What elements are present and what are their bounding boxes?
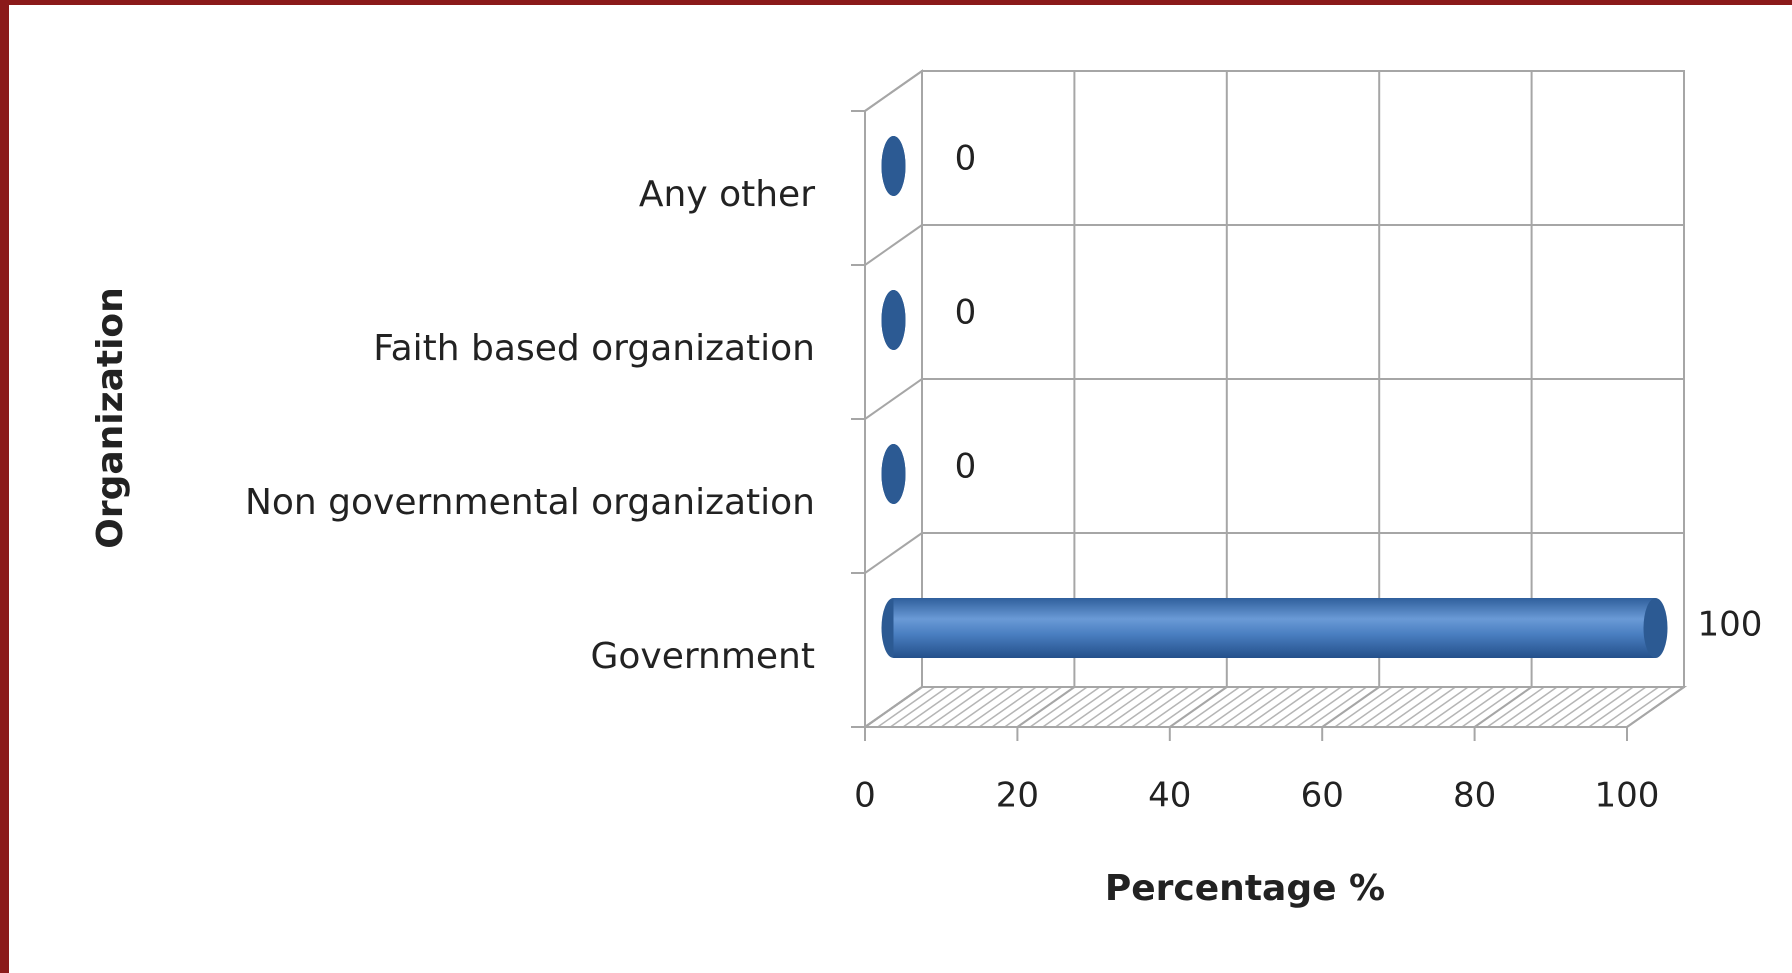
floor-hatch [1194,686,1253,728]
floor-hatch [1613,686,1672,728]
floor-hatch [1563,686,1621,728]
floor-grid-line [1321,686,1380,728]
floor-hatch [1524,686,1583,728]
floor-hatch [1372,686,1431,728]
floor-hatch [1093,686,1152,728]
bar [893,598,1656,658]
data-label: 0 [955,447,977,487]
floor-hatch [1397,686,1456,728]
x-tick-label: 20 [996,776,1039,816]
y-tick-label: Faith based organization [373,328,815,369]
x-tick-label: 100 [1595,776,1660,816]
bar-end-cap [881,136,906,196]
floor-hatch [966,686,1025,728]
x-tick-label: 60 [1301,776,1344,816]
floor-grid-line [1626,686,1685,728]
floor-hatch [915,686,974,728]
floor-hatch [1575,686,1634,728]
floor-hatch [991,686,1050,728]
side-divider [864,378,923,420]
floor-hatch [940,686,999,728]
floor-hatch [1334,686,1393,728]
floor-hatch [1067,686,1126,728]
floor-grid-line [1169,686,1228,728]
floor-hatch [1601,686,1660,728]
floor-hatch [1080,686,1139,728]
floor-hatch [1385,686,1444,728]
y-axis-title: Organization [90,287,131,549]
floor-grid-line [1474,686,1533,728]
floor-hatch [1550,686,1609,728]
side-divider [864,532,923,574]
floor-hatch [1055,686,1113,728]
floor-hatch [1309,686,1367,728]
floor-hatch [1499,686,1558,728]
bar-end-cap [881,290,906,350]
floor-hatch [902,686,961,728]
bar-end-cap [1643,598,1668,658]
floor-hatch [1270,686,1329,728]
floor-hatch [1042,686,1101,728]
floor-hatch [1283,686,1342,728]
floor-hatch [1461,686,1520,728]
y-tick-label: Government [590,636,815,677]
floor-hatch [1156,686,1215,728]
data-label: 0 [955,139,977,179]
floor-hatch [1207,686,1266,728]
data-label: 0 [955,293,977,333]
side-divider [864,70,923,112]
floor-hatch [1347,686,1406,728]
floor-hatch [1486,686,1545,728]
floor-hatch [1220,686,1279,728]
floor-hatch [1182,686,1240,728]
floor-hatch [1004,686,1063,728]
floor-hatch [1143,686,1202,728]
floor-grid-line [1016,686,1075,728]
floor-hatch [1232,686,1291,728]
y-tick-label: Any other [639,174,815,215]
floor-grid-line [864,686,923,728]
floor-hatch [1537,686,1596,728]
side-divider [864,224,923,266]
floor-hatch [1258,686,1317,728]
floor-hatch [978,686,1037,728]
floor-hatch [1118,686,1177,728]
x-tick-label: 0 [854,776,876,816]
floor-hatch [1359,686,1418,728]
floor-hatch [889,686,948,728]
floor-hatch [1512,686,1571,728]
y-tick-label: Non governmental organization [245,482,815,523]
floor-hatch [1423,686,1482,728]
floor-hatch [1029,686,1088,728]
bar-end-cap [881,444,906,504]
floor-hatch [953,686,1012,728]
floor-hatch [1448,686,1507,728]
floor-hatch [877,686,936,728]
floor-hatch [928,686,986,728]
floor-hatch [1131,686,1190,728]
x-tick-label: 80 [1453,776,1496,816]
floor-hatch [1296,686,1355,728]
floor-hatch [1245,686,1304,728]
floor-hatch [1588,686,1647,728]
x-axis-title: Percentage % [1105,868,1385,909]
data-label: 100 [1698,605,1763,645]
floor-hatch [1105,686,1164,728]
x-tick-label: 40 [1148,776,1191,816]
floor-hatch [1436,686,1494,728]
floor-hatch [1410,686,1469,728]
